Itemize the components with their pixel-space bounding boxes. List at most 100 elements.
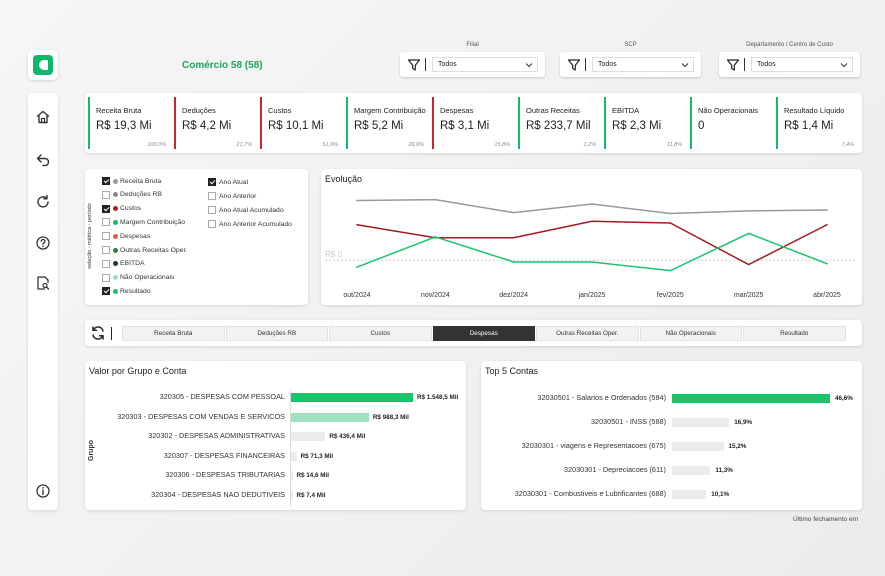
metric-option[interactable]: Custos: [102, 204, 141, 213]
series-line-resultado[interactable]: [356, 232, 828, 272]
tab-não-operacionais[interactable]: Não Operacionais: [639, 326, 742, 341]
chevron-down-icon: [840, 62, 848, 67]
kpi-card[interactable]: Deduções R$ 4,2 Mi 21,7%: [174, 97, 260, 149]
group-bar[interactable]: [291, 393, 413, 402]
group-bar[interactable]: [291, 471, 293, 480]
data-point[interactable]: [434, 198, 437, 201]
back-icon[interactable]: [35, 152, 51, 168]
tab-custos[interactable]: Custos: [329, 326, 432, 341]
top5-bar[interactable]: [672, 466, 711, 475]
kpi-card[interactable]: Margem Contribuição R$ 5,2 Mi 26,9%: [346, 97, 432, 149]
data-point[interactable]: [826, 262, 828, 265]
filter-dropdown[interactable]: Todos: [400, 52, 545, 77]
kpi-percentage: 26,9%: [408, 142, 424, 148]
tab-receita-bruta[interactable]: Receita Bruta: [122, 326, 225, 341]
data-point[interactable]: [512, 211, 515, 214]
period-option[interactable]: Ano Atual Acumulado: [208, 206, 284, 214]
kpi-card[interactable]: Resultado Líquido R$ 1,4 Mi 7,4%: [776, 97, 862, 149]
home-icon[interactable]: [35, 109, 51, 125]
metric-option[interactable]: Margem Contribuição: [102, 218, 185, 227]
tab-deduções-rb[interactable]: Deduções RB: [225, 326, 328, 341]
checkbox[interactable]: [102, 287, 110, 296]
data-point[interactable]: [747, 210, 750, 212]
series-line-receita-bruta[interactable]: [356, 198, 828, 215]
data-point[interactable]: [669, 269, 672, 272]
report-search-icon[interactable]: [35, 275, 51, 291]
period-option[interactable]: Ano Anterior Acumulado: [208, 220, 292, 228]
data-point[interactable]: [669, 222, 672, 224]
period-option-label: Ano Anterior: [219, 192, 257, 200]
tab-outras-receitas-oper-[interactable]: Outras Receitas Oper.: [536, 326, 639, 341]
group-bar[interactable]: [291, 490, 293, 500]
top5-bar[interactable]: [672, 394, 830, 403]
group-bar[interactable]: [291, 432, 326, 441]
data-point[interactable]: [826, 209, 828, 211]
metric-option[interactable]: Receita Bruta: [102, 177, 161, 185]
data-point[interactable]: [434, 236, 437, 238]
metric-option[interactable]: Não Operacionais: [102, 273, 174, 282]
sidebar: [28, 93, 58, 510]
filter-dropdown[interactable]: Todos: [719, 52, 860, 77]
data-point[interactable]: [591, 261, 593, 263]
data-point[interactable]: [747, 232, 750, 235]
metric-option[interactable]: Deduções RB: [102, 190, 162, 199]
filter-select[interactable]: Todos: [432, 57, 538, 72]
data-point[interactable]: [356, 266, 358, 268]
kpi-card[interactable]: Custos R$ 10,1 Mi 51,9%: [260, 97, 346, 149]
data-point[interactable]: [356, 223, 358, 226]
metric-option[interactable]: Resultado: [102, 287, 151, 296]
sync-icon[interactable]: [90, 325, 106, 341]
top5-bar[interactable]: [672, 442, 724, 451]
kpi-card[interactable]: EBITDA R$ 2,3 Mi 11,8%: [604, 97, 690, 149]
checkbox[interactable]: [208, 178, 216, 186]
checkbox[interactable]: [102, 232, 110, 241]
kpi-card[interactable]: Despesas R$ 3,1 Mi 15,8%: [432, 97, 518, 149]
checkbox[interactable]: [102, 204, 110, 213]
checkbox[interactable]: [102, 218, 110, 227]
checkbox[interactable]: [102, 190, 110, 199]
filter-dropdown[interactable]: Todos: [560, 52, 701, 77]
period-option[interactable]: Ano Atual: [208, 178, 248, 186]
top5-bar[interactable]: [672, 490, 707, 499]
refresh-icon[interactable]: [35, 194, 51, 210]
checkbox[interactable]: [208, 206, 216, 214]
data-point[interactable]: [747, 263, 750, 266]
checkbox[interactable]: [102, 177, 110, 185]
checkbox[interactable]: [102, 259, 110, 268]
tab-resultado[interactable]: Resultado: [743, 326, 846, 341]
data-point[interactable]: [512, 236, 515, 239]
checkbox[interactable]: [208, 192, 216, 200]
group-bar[interactable]: [291, 412, 369, 422]
kpi-value: R$ 4,2 Mi: [182, 120, 232, 132]
data-point[interactable]: [512, 261, 515, 263]
kpi-card[interactable]: Não Operacionais 0: [690, 97, 776, 149]
checkbox[interactable]: [208, 220, 216, 228]
filter-select[interactable]: Todos: [751, 57, 853, 72]
series-line-custos[interactable]: [356, 220, 828, 266]
data-point[interactable]: [591, 220, 593, 223]
data-point[interactable]: [591, 203, 593, 205]
metric-option[interactable]: Outras Receitas Oper.: [102, 246, 187, 254]
kpi-title: Despesas: [440, 106, 474, 115]
checkbox[interactable]: [102, 246, 110, 254]
data-point[interactable]: [356, 199, 358, 202]
kpi-value: R$ 10,1 Mi: [268, 120, 324, 132]
metric-option[interactable]: EBITDA: [102, 259, 145, 268]
data-point[interactable]: [669, 212, 672, 215]
metric-option[interactable]: Despesas: [102, 232, 150, 241]
group-bar-value: R$ 988,3 Mil: [372, 413, 409, 421]
top5-bar[interactable]: [672, 418, 730, 427]
period-option[interactable]: Ano Anterior: [208, 192, 256, 200]
filter-select[interactable]: Todos: [592, 57, 694, 72]
x-tick-label: out/2024: [343, 292, 370, 299]
data-point[interactable]: [826, 223, 828, 226]
kpi-card[interactable]: Receita Bruta R$ 19,3 Mi 100,0%: [88, 97, 174, 149]
funnel-icon: [407, 58, 421, 71]
filter-label: Filial: [466, 42, 479, 48]
checkbox[interactable]: [102, 273, 110, 282]
info-icon[interactable]: [35, 483, 51, 499]
kpi-card[interactable]: Outras Receitas R$ 233,7 Mil 1,2%: [518, 97, 604, 149]
tab-despesas[interactable]: Despesas: [432, 326, 535, 341]
group-bar[interactable]: [291, 451, 297, 461]
help-icon[interactable]: [35, 235, 51, 251]
